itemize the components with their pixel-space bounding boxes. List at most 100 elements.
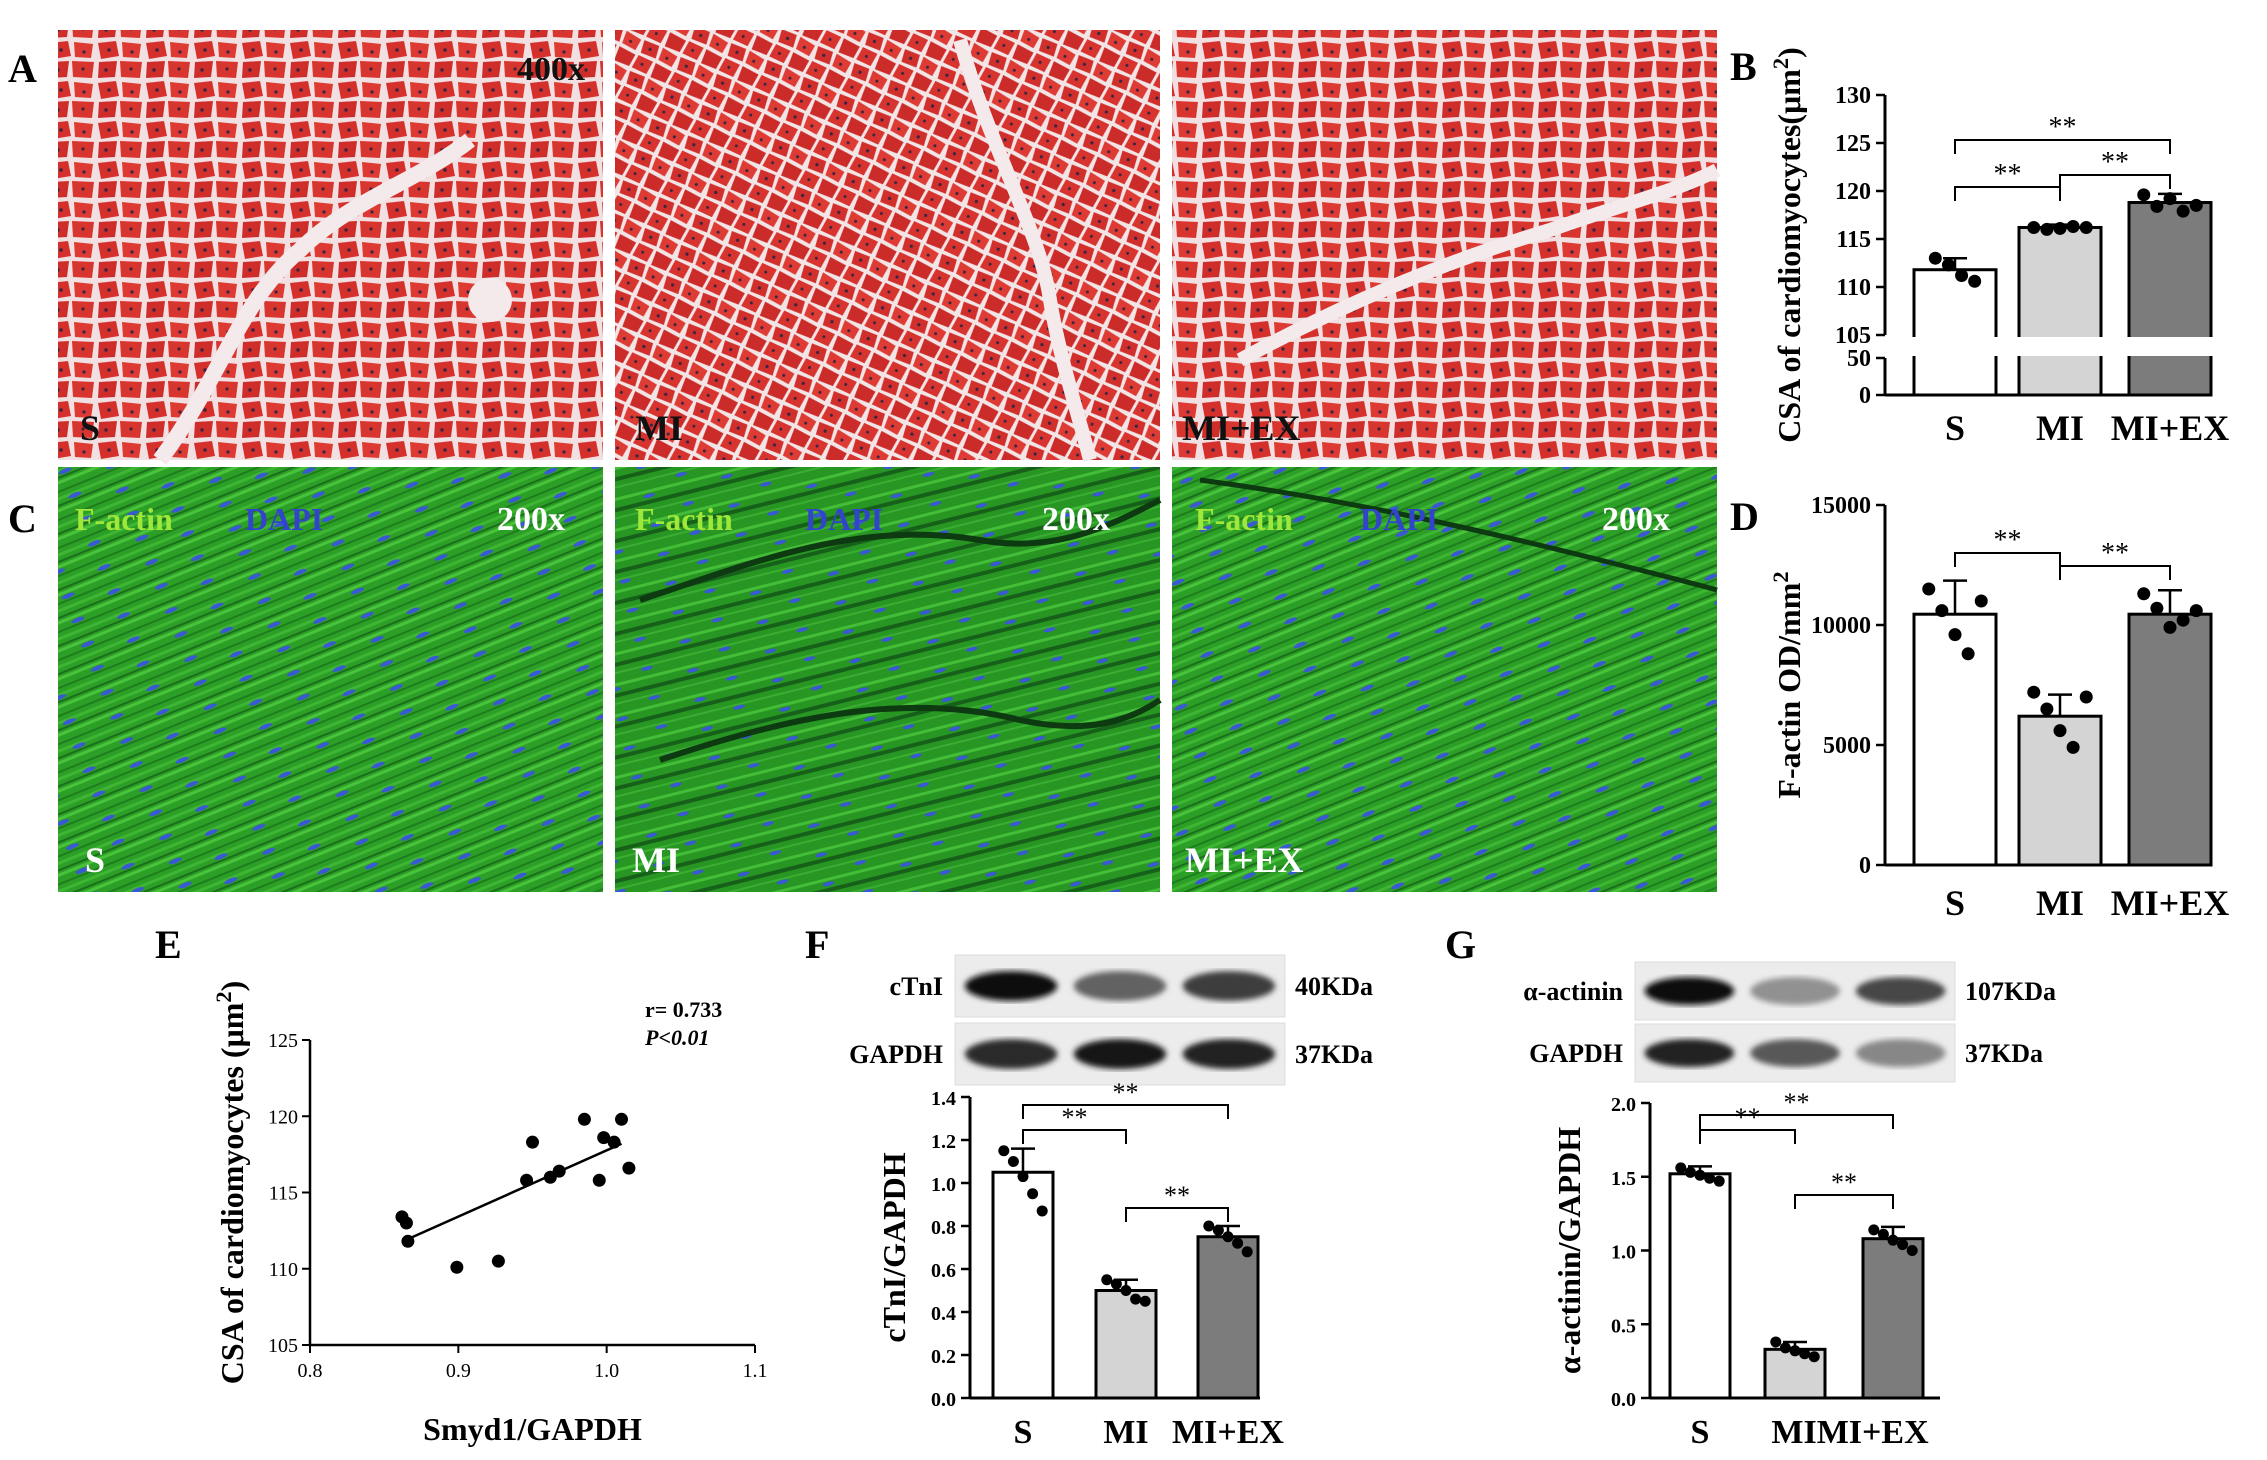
y-tick-label: 0.5: [1611, 1315, 1636, 1337]
significance-label: **: [1994, 159, 2022, 190]
y-tick-label: 0.4: [931, 1303, 956, 1325]
y-tick-label: 115: [269, 1183, 298, 1205]
data-point: [1928, 251, 1942, 265]
panel-c: C F-actin DAPI 200x S F-actin DAPI 200x …: [8, 467, 1718, 892]
significance-label: **: [1062, 1103, 1088, 1132]
data-point: [1007, 1156, 1019, 1167]
data-point: [1139, 1295, 1151, 1307]
data-point: [2150, 199, 2164, 213]
magnification-label: 200x: [1042, 501, 1110, 538]
data-point: [1110, 1278, 1122, 1290]
significance-label: **: [1784, 1088, 1810, 1117]
bar: [1912, 612, 1998, 867]
data-point: [1120, 1285, 1132, 1296]
significance-bracket: [1794, 1194, 1894, 1209]
data-point: [401, 1234, 415, 1248]
data-point: [1897, 1239, 1909, 1251]
significance-label: **: [1831, 1168, 1857, 1197]
y-axis-label: CSA of cardiomyocytes (μm2): [211, 981, 251, 1384]
data-point: [1704, 1172, 1716, 1184]
panel-a-image-miex: MI+EX: [1172, 30, 1721, 460]
magnification-label: 200x: [497, 501, 565, 538]
data-point: [1868, 1224, 1880, 1236]
data-point: [1232, 1237, 1244, 1249]
chart-f: F 0.0 0.2 0.4 0.6 0.8 1.0 1.2 1.4 S MI MI+EX ** ** ** c…: [805, 922, 1284, 1451]
stain-label-dapi: DAPI: [245, 501, 323, 537]
significance-bracket: [2059, 174, 2171, 189]
stain-label-factin: F-actin: [1195, 501, 1293, 537]
magnification-label: 200x: [1602, 501, 1670, 538]
panel-letter-a: A: [8, 46, 37, 91]
bar: [2017, 225, 2103, 397]
data-point: [1694, 1169, 1706, 1181]
significance-bracket: [1022, 1104, 1229, 1119]
bar: [2017, 714, 2103, 867]
significance-bracket: [1954, 552, 2061, 567]
significance-label: **: [1994, 525, 2022, 556]
annotation-r: r= 0.733: [645, 997, 722, 1022]
data-point: [615, 1112, 628, 1126]
chart-e: E 105 110 115 120 125 0.8 0.9 1.0 1.1 r= 0.733 P<0.…: [155, 922, 768, 1447]
y-axis-label: α-actinin/GAPDH: [1551, 1127, 1587, 1374]
data-point: [2163, 620, 2177, 634]
significance-label: **: [2101, 147, 2129, 178]
panel-g-blot: α-actinin 107KDa GAPDH 37KDa: [1523, 961, 2056, 1083]
x-tick-label: 1.1: [743, 1360, 768, 1382]
data-point: [2040, 702, 2054, 716]
bar: [1912, 268, 1998, 397]
y-tick-label: 120: [268, 1106, 298, 1128]
data-point: [1770, 1336, 1782, 1348]
data-point: [1789, 1345, 1801, 1357]
blot-band: [1855, 977, 1946, 1005]
y-tick-label: 105: [268, 1335, 298, 1357]
y-tick-label: 0: [1859, 383, 1871, 409]
data-point: [1974, 594, 1988, 608]
data-point: [1101, 1274, 1113, 1286]
blot-band: [1750, 1039, 1840, 1067]
y-tick-label: 10000: [1811, 613, 1871, 639]
chart-d: D 0 5000 10000 15000 S MI MI+EX ** ** F-actin OD/m…: [1730, 493, 2229, 923]
y-axis-label: F-actin OD/mm2: [1768, 571, 1808, 798]
bar: [2127, 201, 2213, 397]
data-point: [2079, 220, 2093, 234]
data-point: [552, 1164, 566, 1178]
blot-band: [1750, 977, 1840, 1005]
bar: [1668, 1172, 1732, 1400]
data-point: [526, 1135, 539, 1149]
y-tick-label: 0.8: [931, 1217, 956, 1239]
data-point: [2189, 604, 2203, 618]
blot-protein-label: GAPDH: [1529, 1039, 1623, 1068]
data-point: [1922, 582, 1936, 596]
data-point: [1675, 1162, 1687, 1174]
data-point: [1968, 274, 1982, 288]
bar: [2127, 612, 2213, 867]
x-category-label: MIMI+EX: [1771, 1414, 1929, 1451]
y-tick-label: 1.4: [931, 1088, 956, 1110]
data-point: [2176, 204, 2190, 218]
blot-band: [1073, 1039, 1167, 1069]
bar: [1094, 1289, 1158, 1400]
data-point: [2053, 724, 2067, 738]
data-point: [1961, 647, 1975, 661]
significance-bracket: [1954, 186, 2061, 201]
blot-protein-label: GAPDH: [849, 1040, 943, 1069]
chart-b: B 105 110 115 120 125 130 0 50 S MI MI+EX ** ** ** CSA …: [1730, 44, 2229, 448]
panel-c-image-mi: F-actin DAPI 200x MI: [615, 467, 1162, 892]
data-point: [597, 1131, 611, 1145]
blot-protein-label: α-actinin: [1523, 977, 1623, 1006]
y-tick-label: 115: [1836, 227, 1871, 253]
data-point: [2040, 222, 2054, 236]
data-point: [592, 1173, 606, 1187]
panel-letter-e: E: [155, 922, 182, 967]
image-label-miex: MI+EX: [1182, 408, 1301, 448]
data-point: [1684, 1166, 1696, 1178]
x-category-label: S: [1945, 883, 1965, 923]
chart-g: G 0.0 0.5 1.0 1.5 2.0 S MIMI+EX ** ** ** α-actinin/…: [1445, 922, 1940, 1451]
significance-bracket: [1699, 1114, 1894, 1129]
y-tick-label: 0: [1859, 853, 1871, 879]
data-point: [998, 1145, 1010, 1157]
panel-letter-d: D: [1730, 494, 1759, 539]
blot-band: [1644, 977, 1735, 1005]
stain-label-factin: F-actin: [635, 501, 733, 537]
